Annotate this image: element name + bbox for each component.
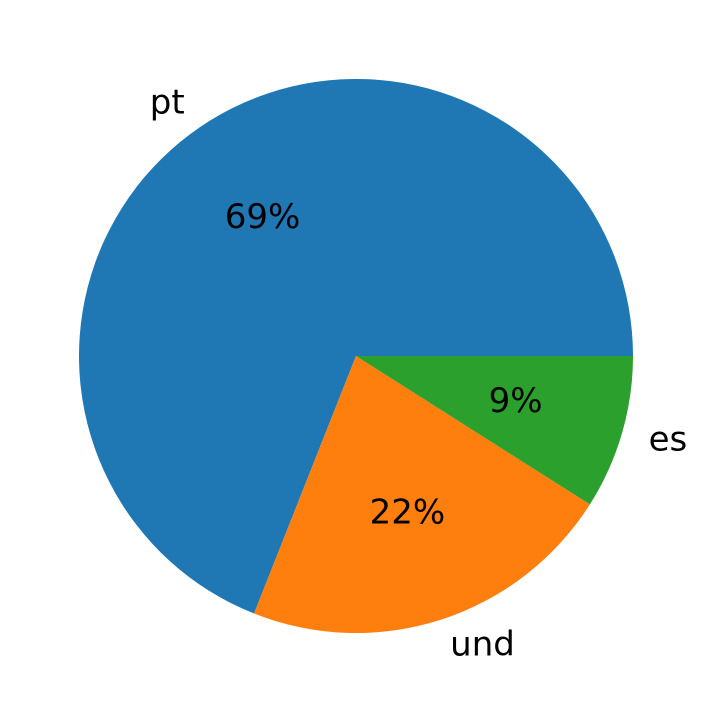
value-label: 9% <box>489 381 543 421</box>
slice-label: pt <box>150 82 185 122</box>
pie-slice <box>254 356 590 634</box>
slice-label: und <box>450 624 515 664</box>
value-label: 22% <box>370 493 446 533</box>
value-label: 69% <box>225 197 301 237</box>
slice-label: es <box>649 420 688 460</box>
pie-slice <box>356 356 633 505</box>
pie-slice <box>78 79 634 614</box>
